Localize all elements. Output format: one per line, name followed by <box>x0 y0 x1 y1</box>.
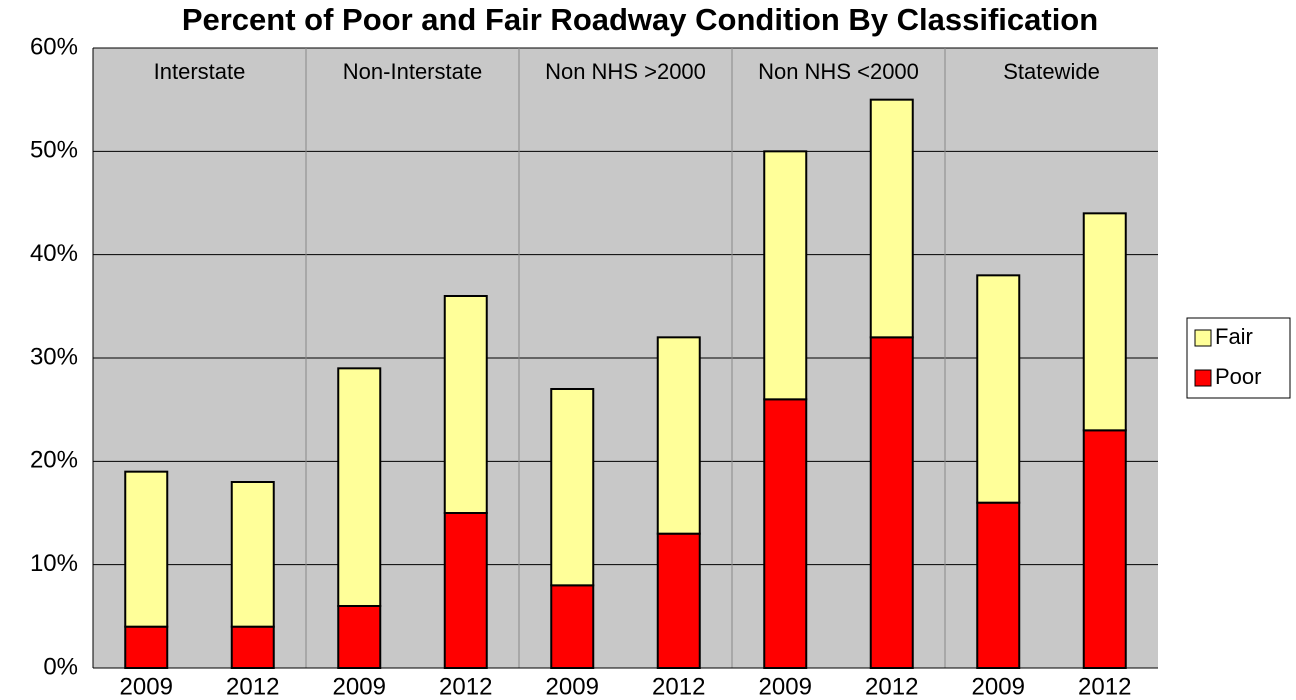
bar-segment <box>869 98 914 339</box>
bar-segment <box>550 584 595 669</box>
y-tick-label: 40% <box>30 240 78 267</box>
y-tick-label: 60% <box>30 33 78 60</box>
bar-segment <box>124 625 169 670</box>
y-tick-label: 30% <box>30 343 78 370</box>
x-tick-label: 2012 <box>865 673 918 700</box>
y-tick-label: 10% <box>30 550 78 577</box>
bar-segment <box>976 501 1021 669</box>
bar-segment <box>443 512 488 669</box>
y-tick-label: 20% <box>30 447 78 474</box>
legend-swatch <box>1194 329 1212 347</box>
bar-segment <box>337 367 382 608</box>
x-tick-label: 2012 <box>439 673 492 700</box>
bar-segment <box>124 470 169 628</box>
x-tick-label: 2012 <box>652 673 705 700</box>
bar-segment <box>337 605 382 669</box>
bar-segment <box>1082 429 1127 670</box>
bar-segment <box>230 625 275 670</box>
x-tick-label: 2009 <box>120 673 173 700</box>
bar-segment <box>550 388 595 587</box>
bar-segment <box>656 532 701 670</box>
bar-segment <box>763 398 808 669</box>
x-tick-label: 2012 <box>226 673 279 700</box>
bar-segment <box>869 336 914 669</box>
bar-segment <box>230 481 275 628</box>
bar-segment <box>763 150 808 401</box>
x-tick-label: 2009 <box>546 673 599 700</box>
x-tick-label: 2009 <box>972 673 1025 700</box>
legend-swatch <box>1194 369 1212 387</box>
y-tick-label: 50% <box>30 137 78 164</box>
bar-segment <box>656 336 701 535</box>
group-label: Non NHS <2000 <box>758 59 919 84</box>
y-tick-label: 0% <box>43 653 78 680</box>
x-tick-label: 2009 <box>759 673 812 700</box>
group-label: Interstate <box>154 59 246 84</box>
group-label: Non NHS >2000 <box>545 59 706 84</box>
x-tick-label: 2009 <box>333 673 386 700</box>
bar-segment <box>1082 212 1127 432</box>
legend-label: Poor <box>1215 364 1261 389</box>
bar-segment <box>976 274 1021 504</box>
chart-title: Percent of Poor and Fair Roadway Conditi… <box>182 2 1098 37</box>
legend-label: Fair <box>1215 324 1253 349</box>
x-tick-label: 2012 <box>1078 673 1131 700</box>
bar-segment <box>443 295 488 514</box>
group-label: Non-Interstate <box>343 59 482 84</box>
group-label: Statewide <box>1003 59 1100 84</box>
